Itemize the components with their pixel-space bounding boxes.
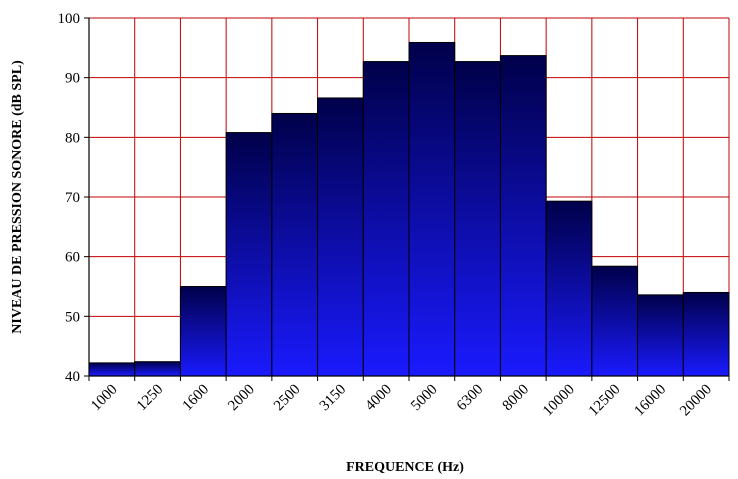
y-tick-label: 70 <box>65 190 80 206</box>
x-tick-label: 2000 <box>225 382 258 415</box>
bars <box>88 41 730 377</box>
bar <box>179 286 227 377</box>
axes <box>84 17 730 381</box>
x-tick-label: 1600 <box>180 382 213 415</box>
y-tick-labels: 40 50 60 70 80 90 100 <box>58 11 81 385</box>
y-tick-label: 50 <box>65 309 80 325</box>
bar <box>134 361 181 377</box>
x-tick-label: 5000 <box>408 382 441 415</box>
bar <box>408 41 456 377</box>
x-tick-label: 8000 <box>500 382 533 415</box>
bar <box>499 55 547 377</box>
y-tick-label: 90 <box>65 71 80 87</box>
x-tick-label: 1000 <box>88 382 121 415</box>
x-tick-label: 16000 <box>631 382 669 420</box>
bar <box>591 265 639 377</box>
y-axis-title: NIVEAU DE PRESSION SONORE (dB SPL) <box>10 60 25 334</box>
bar <box>637 294 684 377</box>
bar <box>88 362 136 377</box>
x-tick-label: 10000 <box>540 382 578 420</box>
bar <box>545 200 593 377</box>
x-tick-label: 6300 <box>454 382 487 415</box>
x-tick-label: 20000 <box>677 382 715 420</box>
bar <box>362 61 410 377</box>
bar <box>271 112 319 377</box>
x-tick-labels: 1000 1250 1600 2000 2500 3150 4000 5000 6300 8000… <box>88 382 715 420</box>
bar <box>317 97 364 377</box>
y-tick-label: 40 <box>65 369 80 385</box>
x-tick-label: 3150 <box>317 382 350 415</box>
x-axis-title: FREQUENCE (Hz) <box>346 460 464 475</box>
x-tick-label: 4000 <box>362 382 395 415</box>
x-tick-label: 12500 <box>586 382 624 420</box>
x-tick-label: 2500 <box>271 382 304 415</box>
x-tick-label: 1250 <box>134 382 167 415</box>
bar <box>682 291 730 377</box>
y-tick-label: 60 <box>65 250 80 266</box>
y-tick-label: 100 <box>58 11 81 27</box>
y-tick-label: 80 <box>65 130 80 146</box>
bar <box>454 61 501 377</box>
bar <box>225 132 273 377</box>
